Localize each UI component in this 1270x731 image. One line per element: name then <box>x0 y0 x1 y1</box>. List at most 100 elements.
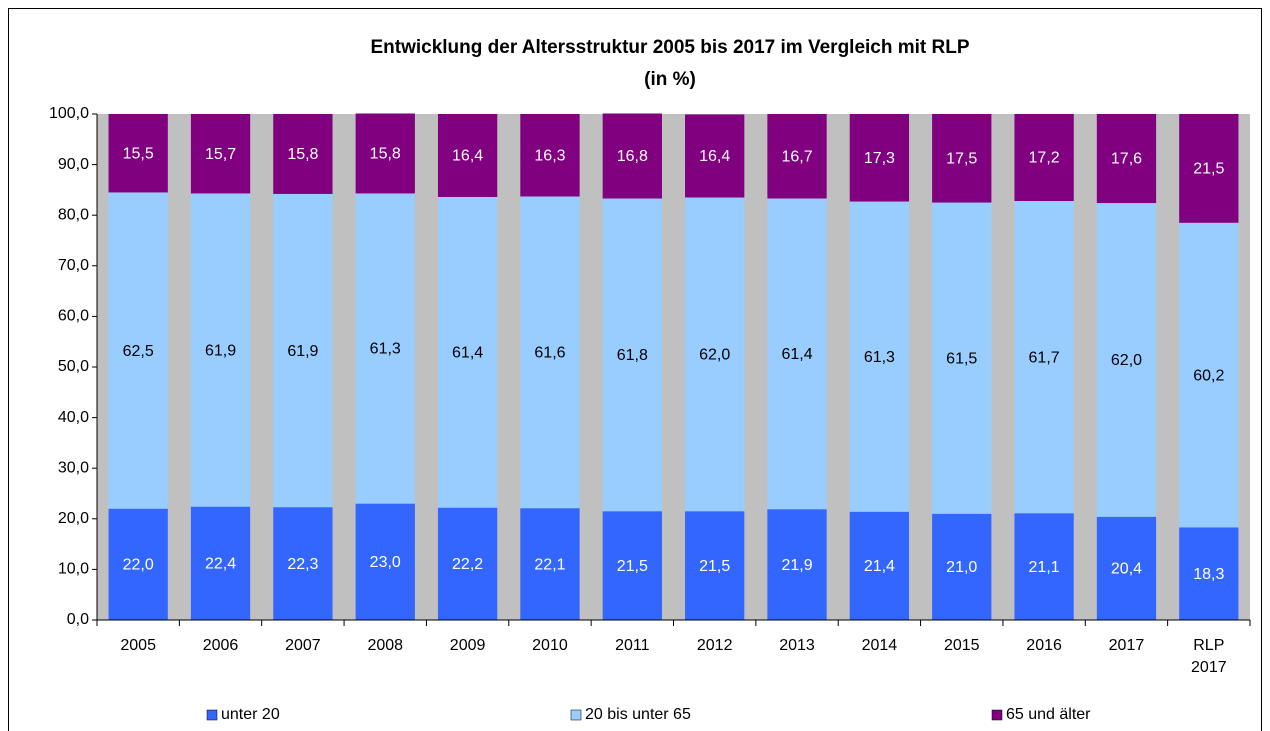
bar-segment <box>767 114 827 199</box>
data-label: 61,8 <box>617 347 648 364</box>
bar-segment <box>1014 201 1074 514</box>
data-label: 17,2 <box>1029 150 1060 167</box>
y-tick-label: 50,0 <box>58 358 89 375</box>
bar-segment <box>437 114 498 197</box>
x-tick-label: 2011 <box>615 637 650 654</box>
bar-segment <box>108 192 168 509</box>
data-label: 17,6 <box>1111 151 1142 168</box>
y-tick-label: 10,0 <box>58 561 89 578</box>
data-label: 61,9 <box>287 343 318 360</box>
chart-subtitle: (in %) <box>644 69 696 90</box>
legend-swatch <box>570 709 582 721</box>
chart-title: Entwicklung der Altersstruktur 2005 bis … <box>370 37 969 58</box>
bar-segment <box>1179 222 1239 528</box>
y-tick-label: 70,0 <box>58 257 89 274</box>
data-label: 23,0 <box>370 554 401 571</box>
data-label: 20,4 <box>1111 561 1142 578</box>
bar-segment <box>849 201 910 512</box>
data-label: 16,8 <box>617 148 648 165</box>
data-label: 61,7 <box>1029 349 1060 366</box>
bar-segment <box>355 113 415 194</box>
bar-segment <box>685 197 745 512</box>
bar-segment <box>932 513 992 620</box>
x-tick-label: 2009 <box>450 637 486 654</box>
x-tick-label: 2008 <box>367 637 403 654</box>
bar-segment <box>1096 114 1157 204</box>
data-label: 22,0 <box>123 557 154 574</box>
bar-segment <box>602 113 662 199</box>
chart-frame <box>8 8 1262 731</box>
x-tick-label: 2007 <box>285 637 321 654</box>
data-label: 61,5 <box>946 350 977 367</box>
x-tick-label: 2012 <box>697 637 733 654</box>
data-label: 22,3 <box>287 556 318 573</box>
bar-segment <box>108 114 168 193</box>
data-label: 22,2 <box>452 556 483 573</box>
bar-segment <box>1014 114 1074 202</box>
bar-segment <box>190 506 251 620</box>
x-tick-label: 2016 <box>1026 637 1062 654</box>
data-label: 15,7 <box>205 146 236 163</box>
bar-segment <box>273 193 333 508</box>
bar-segment <box>767 198 827 510</box>
bar-segment <box>190 114 251 194</box>
y-tick-label: 100,0 <box>49 105 89 122</box>
data-label: 21,0 <box>946 559 977 576</box>
bar-segment <box>190 193 251 507</box>
data-label: 62,0 <box>1111 352 1142 369</box>
y-tick-label: 60,0 <box>58 308 89 325</box>
legend-label: 65 und älter <box>1006 706 1091 723</box>
legend-swatch <box>991 709 1003 721</box>
data-label: 22,4 <box>205 556 236 573</box>
data-label: 15,8 <box>370 146 401 163</box>
y-tick-label: 20,0 <box>58 510 89 527</box>
x-tick-label: 2006 <box>203 637 239 654</box>
bar-segment <box>355 503 415 620</box>
data-label: 62,0 <box>699 347 730 364</box>
data-label: 61,6 <box>534 345 565 362</box>
bar-segment <box>849 511 910 620</box>
data-label: 22,1 <box>534 556 565 573</box>
data-label: 60,2 <box>1193 367 1224 384</box>
plot-area <box>97 114 1250 620</box>
bar-segment <box>437 507 498 620</box>
data-label: 18,3 <box>1193 566 1224 583</box>
bar-segment <box>273 507 333 620</box>
bar-segment <box>520 508 580 620</box>
data-label: 61,3 <box>370 341 401 358</box>
data-label: 61,9 <box>205 342 236 359</box>
data-label: 61,3 <box>864 349 895 366</box>
y-tick-label: 40,0 <box>58 409 89 426</box>
bar-segment <box>932 202 992 514</box>
y-tick-label: 90,0 <box>58 156 89 173</box>
legend-label: unter 20 <box>221 706 280 723</box>
data-label: 16,7 <box>781 148 812 165</box>
data-label: 15,8 <box>287 146 318 163</box>
bar-segment <box>849 114 910 202</box>
data-label: 62,5 <box>123 343 154 360</box>
data-label: 21,5 <box>699 558 730 575</box>
bar-segment <box>1179 114 1239 223</box>
data-label: 17,5 <box>946 150 977 167</box>
data-label: 21,4 <box>864 558 895 575</box>
data-label: 15,5 <box>123 145 154 162</box>
bar-segment <box>520 196 580 509</box>
bar-segment <box>932 114 992 203</box>
data-label: 16,3 <box>534 147 565 164</box>
x-tick-label: 2005 <box>120 637 156 654</box>
bar-segment <box>685 511 745 620</box>
y-tick-label: 80,0 <box>58 206 89 223</box>
bar-segment <box>767 509 827 620</box>
x-tick-label: 2013 <box>779 637 815 654</box>
y-tick-label: 0,0 <box>67 611 89 628</box>
bar-segment <box>1096 516 1157 620</box>
bar-segment <box>602 511 662 620</box>
x-tick-label: 2010 <box>532 637 568 654</box>
bar-segment <box>1096 203 1157 517</box>
bar-segment <box>273 114 333 194</box>
data-label: 16,4 <box>699 148 730 165</box>
bar-segment <box>520 114 580 197</box>
data-label: 21,9 <box>781 557 812 574</box>
data-label: 21,5 <box>617 558 648 575</box>
